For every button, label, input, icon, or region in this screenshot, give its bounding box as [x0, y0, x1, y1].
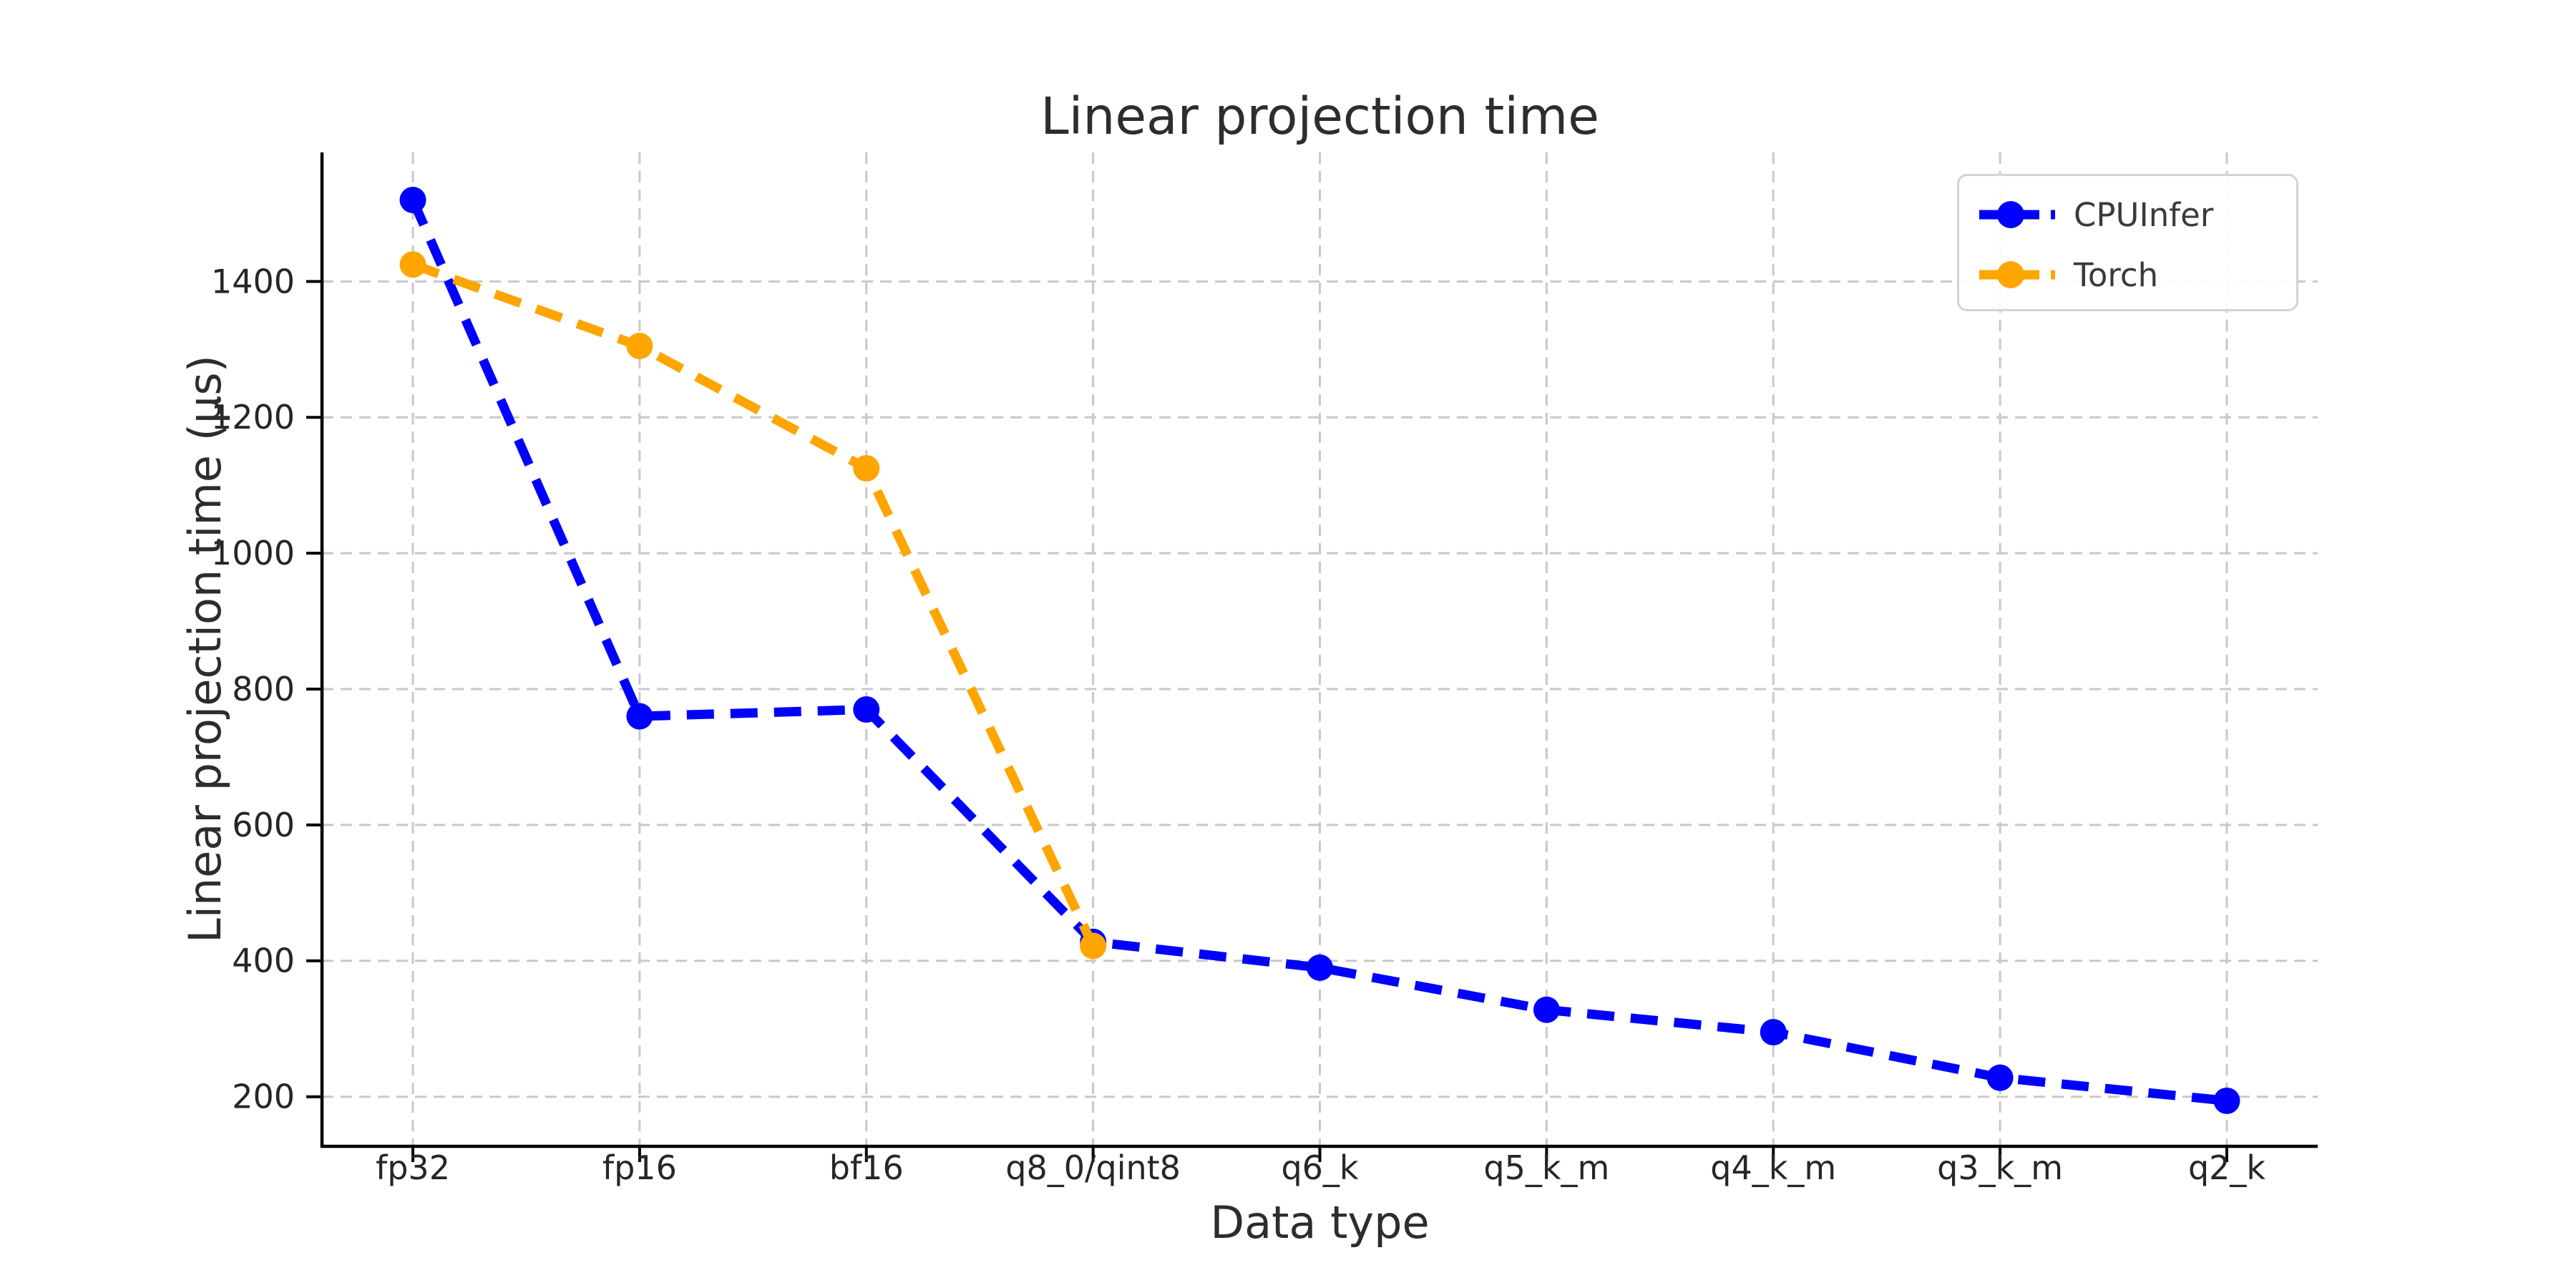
x-tick-label-q8_0/qint8: q8_0/qint8: [1005, 1148, 1181, 1187]
marker-CPUInfer-bf16: [853, 696, 880, 723]
legend-label-cpuinfer: CPUInfer: [2074, 195, 2214, 234]
x-tick-label-q3_k_m: q3_k_m: [1937, 1148, 2063, 1187]
marker-CPUInfer-fp16: [626, 703, 653, 730]
marker-Torch-fp32: [399, 251, 426, 278]
y-tick-label-200: 200: [232, 1078, 295, 1116]
legend-line-sample-icon: [1979, 261, 2055, 288]
legend-label-torch: Torch: [2074, 255, 2159, 294]
x-tick-label-bf16: bf16: [829, 1148, 904, 1187]
y-tick-label-800: 800: [232, 670, 295, 708]
y-tick-label-600: 600: [232, 806, 295, 844]
y-tick-label-1400: 1400: [211, 262, 295, 301]
y-tick-label-400: 400: [232, 942, 295, 980]
marker-Torch-fp16: [626, 333, 653, 360]
marker-CPUInfer-q3_k_m: [1986, 1064, 2014, 1091]
x-tick-label-q6_k: q6_k: [1281, 1148, 1358, 1187]
legend-item-torch: Torch: [1978, 245, 2296, 305]
x-tick-label-q4_k_m: q4_k_m: [1710, 1148, 1836, 1187]
x-tick-label-q2_k: q2_k: [2188, 1148, 2265, 1187]
marker-CPUInfer-q6_k: [1307, 954, 1333, 981]
marker-CPUInfer-q2_k: [2213, 1087, 2240, 1114]
legend-line-sample-icon: [1979, 201, 2055, 228]
y-axis-title: Linear projection time (µs): [179, 355, 231, 943]
x-tick-label-fp16: fp16: [602, 1148, 677, 1187]
marker-CPUInfer-q5_k_m: [1533, 996, 1560, 1023]
x-tick-label-fp32: fp32: [376, 1148, 450, 1187]
marker-Torch-q8_0/qint8: [1080, 932, 1107, 960]
y-tick-label-1200: 1200: [211, 398, 295, 436]
y-tick-label-1000: 1000: [211, 534, 295, 572]
series-line-Torch: [411, 260, 1098, 948]
legend-item-cpuinfer: CPUInfer: [1978, 185, 2296, 245]
x-tick-label-q5_k_m: q5_k_m: [1483, 1148, 1609, 1187]
legend: CPUInfer Torch: [1957, 174, 2298, 311]
x-axis-title: Data type: [1210, 1196, 1430, 1249]
marker-CPUInfer-q4_k_m: [1760, 1018, 1787, 1045]
chart-title: Linear projection time: [1040, 87, 1599, 146]
marker-Torch-bf16: [853, 454, 880, 482]
marker-CPUInfer-fp32: [399, 186, 426, 213]
